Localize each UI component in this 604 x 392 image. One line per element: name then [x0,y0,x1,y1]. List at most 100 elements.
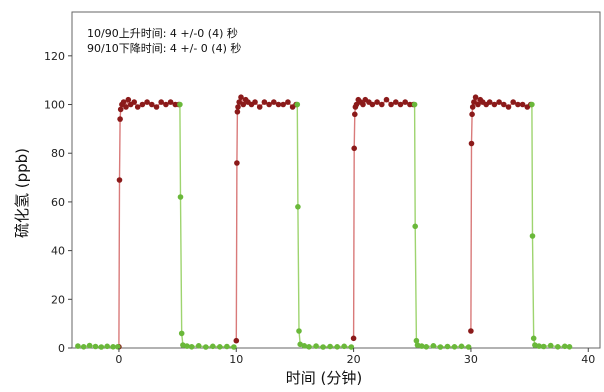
fall-point [294,101,301,108]
rise-point [134,104,141,110]
fall-point [465,344,472,350]
annotations: 10/90上升时间: 4 +/-0 (4) 秒 90/10下降时间: 4 +/-… [87,26,241,55]
rise-point [397,101,404,108]
fall-point [306,344,312,350]
axis-ticks: 0 10 20 30 40 0 20 40 60 80 100 120 [44,50,595,366]
rise-point [496,99,502,105]
fall-point [411,101,418,108]
rise-point [393,99,399,105]
rise-point [240,101,247,108]
fall-point [547,342,554,349]
fall-point [529,233,536,239]
fall-point [98,344,105,350]
y-tick-label: 100 [44,99,65,112]
rise-point [234,160,240,166]
rise-point [153,104,160,110]
fall-point [92,343,99,350]
fall-point [444,343,451,350]
rise-line [118,97,179,347]
rise-point [238,94,244,100]
rise-point [475,101,481,108]
fall-point [327,343,333,350]
rise-point [256,104,263,110]
y-tick-label: 0 [58,342,65,355]
rise-point [131,99,137,105]
x-axis-title: 时间 (分钟) [286,369,362,387]
rise-point [486,99,493,105]
rise-point [266,101,272,108]
x-tick-label: 20 [347,353,361,366]
annotation-fall-time: 90/10下降时间: 4 +/- 0 (4) 秒 [87,41,241,55]
rise-point [123,104,129,110]
fall-point [451,344,458,350]
fall-point [413,337,420,344]
fall-line [179,104,234,348]
rise-point [275,101,282,108]
fall-point [412,223,419,230]
rise-point [167,99,174,105]
rise-point [472,94,479,100]
series-lines [77,95,570,348]
rise-point [144,99,150,105]
rise-point [125,96,132,103]
x-tick-label: 10 [229,353,243,366]
series-points [75,94,573,350]
rise-point [116,177,123,183]
y-axis-title: 硫化氢 (ppb) [13,148,31,238]
rise-point [471,99,477,105]
rise-point [468,140,475,147]
fall-point [540,343,547,350]
rise-point [235,104,241,110]
rise-point [379,101,385,108]
fall-point [566,344,573,350]
fall-point [348,344,355,350]
fall-point [341,343,348,350]
fall-point [320,344,326,350]
rise-point [383,96,390,103]
fall-point [530,335,537,342]
x-tick-label: 0 [115,353,122,366]
fall-point [536,343,542,349]
rise-point [236,99,242,105]
rise-point [515,101,521,108]
fall-point [224,343,230,350]
rise-point [139,101,146,108]
fall-point [203,344,209,350]
rise-line [235,95,297,341]
rise-line [352,98,414,339]
fall-point [177,101,183,108]
rise-point [369,101,376,108]
y-tick-label: 60 [51,196,65,209]
fall-point [75,343,81,349]
fall-point [423,344,430,350]
rise-point [117,116,123,122]
rise-point [163,101,169,108]
fall-point [430,343,437,349]
fall-point [458,343,465,350]
rise-point [351,145,358,152]
plot-frame [71,11,601,349]
rise-line [470,95,532,332]
rise-point [353,101,360,108]
annotation-rise-time: 10/90上升时间: 4 +/-0 (4) 秒 [87,26,238,40]
rise-point [233,337,240,344]
fall-point [115,344,121,350]
fall-point [296,328,302,334]
fall-point [231,344,237,350]
rise-point [352,111,358,118]
fall-point [184,343,190,349]
fall-line [296,104,352,348]
rise-point [491,101,498,108]
rise-point [402,99,409,105]
fall-point [555,344,561,350]
rise-point [388,101,394,108]
fall-point [195,343,202,349]
rise-point [360,101,366,108]
fall-point [313,343,319,349]
rise-point [252,99,258,105]
fall-point [529,101,535,108]
rise-point [505,104,512,110]
fall-point [210,343,216,350]
rise-point [519,101,526,108]
